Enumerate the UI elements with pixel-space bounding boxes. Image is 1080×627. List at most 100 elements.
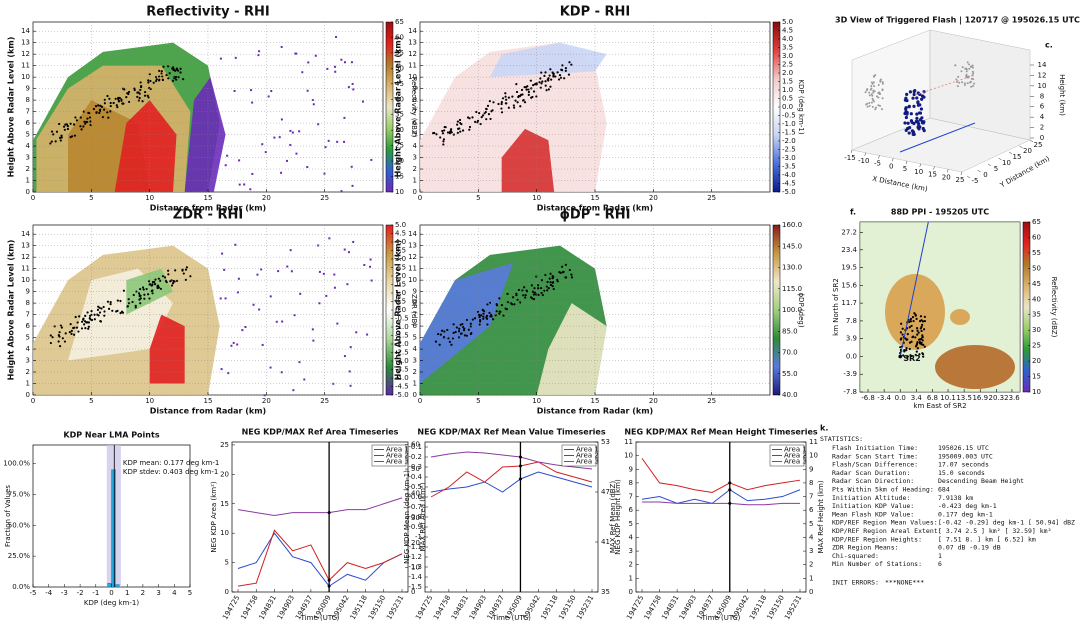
lightning-source [918,319,922,323]
lightning-source [168,72,171,75]
lightning-source [106,111,109,114]
lightning-source [173,280,176,283]
x-tick-label: -5 [30,589,37,597]
colorbar-tick-label: 2.5 [782,61,793,69]
series-line [430,461,593,498]
lightning-source [922,355,925,358]
stats-label: Initiation KDP Value: [832,502,914,510]
source-point [878,92,881,95]
source-point [965,74,968,77]
x-tick-label: 15 [204,397,213,405]
lightning-source [513,303,516,306]
lightning-source [58,345,62,348]
x-tick-label: 195231 [783,594,803,621]
lightning-source [550,78,553,81]
y-tick-label: -1.5 [408,583,422,591]
lightning-source [497,102,500,106]
lightning-source [123,88,126,91]
colorbar-tick-label: 4.5 [782,27,793,35]
stats-label: KDP/REF Region Heights: [832,535,922,543]
lightning-source [107,307,111,310]
colorbar-tick-label: 0.5 [395,298,406,306]
y-tick-label: 13 [21,242,30,250]
source-point [964,67,967,70]
lightning-source [134,306,137,309]
echo [363,263,366,266]
z-tick-label: 2 [1040,124,1044,132]
lightning-source [435,133,438,136]
lightning-source [52,133,55,136]
lightning-source [524,86,528,89]
lightning-source [918,353,921,356]
colorbar-tick-label: 55.0 [782,370,798,378]
lightning-source [908,347,911,351]
lightning-source [486,303,489,306]
flash-point [906,121,910,125]
colorbar-tick-label: 50 [1032,264,1041,272]
x-tick-label: 4 [172,589,177,597]
lightning-source [148,297,151,300]
echo [317,244,320,247]
lightning-source [161,275,165,278]
colorbar-tick-label: 15 [395,173,404,181]
lightning-source [500,107,503,110]
lightning-source [101,115,104,119]
lightning-source [479,122,482,126]
lightning-source [72,123,76,126]
lightning-source [511,296,515,299]
x-tick-label: -5 [874,160,881,168]
y-tick-label: 12 [21,50,30,58]
colorbar-tick-label: 55 [1032,249,1041,257]
echo [298,130,301,133]
lightning-source [899,346,902,349]
lightning-source [914,353,917,356]
lightning-source [921,352,924,355]
lightning-source [452,331,455,334]
stats-label: Chi-squared: [832,552,879,560]
flash-point [915,96,919,100]
y-tick-label: 3 [26,154,30,162]
lightning-source [109,303,112,306]
field [501,128,555,192]
x-tick-label: 0 [31,397,35,405]
legend-label: Area 1 [386,446,409,454]
echo [349,384,352,387]
y-tick-label: 9 [26,288,30,296]
lightning-source [174,69,177,72]
lightning-source [498,297,501,300]
echo [352,240,355,243]
colorbar-tick-label: 60 [1032,233,1041,241]
stats-heading: STATISTICS: [820,435,863,443]
lightning-source [527,88,530,91]
lightning-source [922,328,926,331]
lightning-source [500,304,504,307]
echo [334,70,337,73]
lightning-source [49,341,52,345]
echo [333,286,336,289]
x-tick-label: 3 [156,589,160,597]
y-tick-label: -5 [972,177,979,185]
echo [306,89,309,92]
lightning-source [563,77,566,80]
y-tick-label: 3.9 [846,335,857,343]
x-tick-label: 25 [707,397,716,405]
echo [219,297,222,300]
lightning-source [901,327,904,330]
x-axis-label: Distance from Radar (km) [537,204,653,213]
lightning-source [562,270,565,273]
colorbar-tick-label: 30 [1032,326,1041,334]
x-tick-label: 2 [141,589,145,597]
z-tick-label: 8 [1040,92,1044,100]
stats-label: Initiation Altitude: [832,494,910,502]
lightning-source [513,106,516,109]
lightning-source [522,99,525,102]
lightning-source [482,309,485,312]
lightning-source [521,289,524,292]
source-point [872,89,875,92]
echo [251,101,254,104]
colorbar-tick-label: 55 [395,49,404,57]
lightning-source [126,305,129,308]
source-point [875,95,878,98]
y-tick-label: 2 [413,165,417,173]
lightning-source [125,96,128,99]
